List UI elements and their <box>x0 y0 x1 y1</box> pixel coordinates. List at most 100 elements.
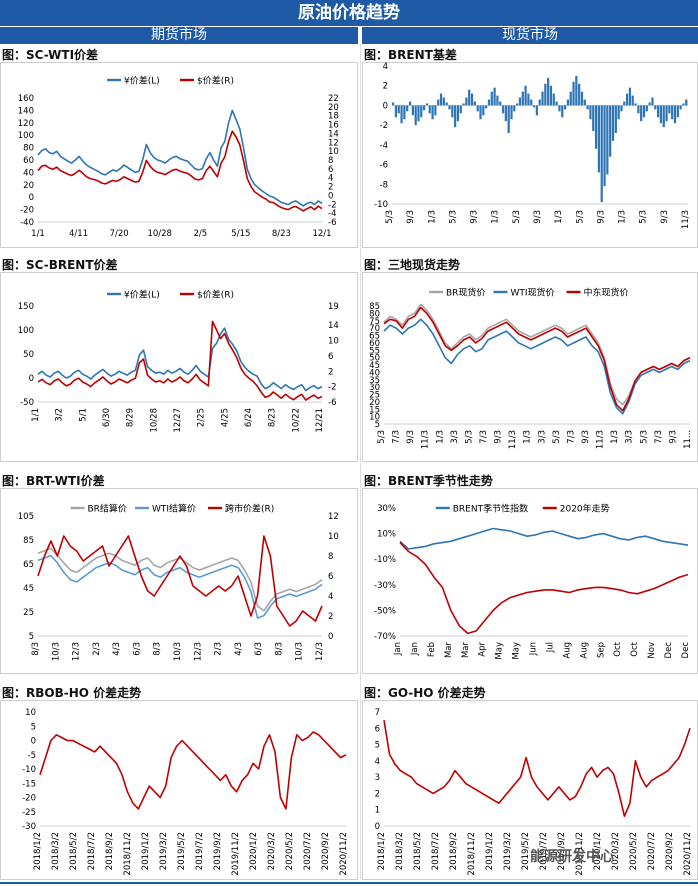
chart-panel-rbob-ho: 图：RBOB-HO 价差走势 -30 -25 -20 -15 -10 -5 0 5 10 2018/… <box>0 684 358 880</box>
x-tick-label: 6/3 <box>132 642 142 656</box>
y-tick-label: 55 <box>369 346 380 356</box>
bar <box>513 105 516 112</box>
x-tick-label: 9/3 <box>596 210 606 224</box>
y-tick-label: -70% <box>374 632 396 642</box>
y-tick-label: 15 <box>369 405 380 415</box>
y-tick-label: -2 <box>380 121 388 131</box>
y-tick-label: 6 <box>375 724 380 734</box>
x-tick-label: 3/3 <box>625 430 635 444</box>
chart-svg: 5 25 45 65 85 105 0 2 4 6 8 10 12 8/3 10/3 12/3 2/3 4/3 6/… <box>18 503 339 662</box>
bar <box>552 93 555 106</box>
bar <box>487 99 491 106</box>
y-tick-label: 75 <box>369 317 380 327</box>
bar <box>597 105 601 173</box>
y-tick-label: -50 <box>20 398 34 408</box>
x-tick-label: 2020/5/2 <box>285 832 295 870</box>
bar <box>535 105 538 116</box>
y-tick-label: 45 <box>23 584 34 594</box>
bar <box>628 87 632 106</box>
x-tick-label: 2019/5/2 <box>177 832 187 870</box>
x-tick-label: 5/3 <box>377 430 387 444</box>
chart-svg: -50 0 50 100 150 -6 -2 2 6 10 14 19 1/1 3/2 5/1 6/30 8/2… <box>18 289 339 433</box>
x-tick-label: 9/3 <box>494 430 504 444</box>
bar <box>645 105 648 112</box>
chart-svg: -30 -25 -20 -15 -10 -5 0 5 10 2018/1/2 2018/3/2 201… <box>22 708 349 876</box>
chart-svg: -70% -50% -30% -10% 10% 30% Jan Jan Feb Mar Mar Apr… <box>374 503 691 660</box>
x-tick-label: Feb <box>427 642 437 657</box>
y-tick-label: 25 <box>23 608 34 618</box>
y-right-tick-label: 10 <box>328 337 339 347</box>
bar <box>400 105 403 124</box>
bar <box>580 91 584 106</box>
x-tick-label: 5/3 <box>639 430 649 444</box>
y-right-tick-label: 8 <box>328 552 333 562</box>
legend-item: WTI现货价 <box>493 287 555 299</box>
x-tick-label: 11... <box>683 430 693 449</box>
legend-label: $价差(R) <box>197 75 234 87</box>
x-tick-label: 8/23 <box>272 229 291 239</box>
y-tick-label: 140 <box>18 106 34 116</box>
legend-label: WTI结算价 <box>152 503 196 515</box>
bar <box>451 105 454 118</box>
bar <box>417 105 420 122</box>
bar <box>623 101 626 106</box>
y-tick-label: 25 <box>369 391 380 401</box>
bar <box>482 105 485 116</box>
bar <box>456 105 460 122</box>
y-right-tick-label: 8 <box>328 156 333 166</box>
bar <box>611 105 615 141</box>
bar <box>586 105 589 110</box>
x-tick-label: 2020/11/2 <box>339 832 349 876</box>
y-tick-label: 40 <box>369 368 380 378</box>
x-tick-label: Aug <box>579 642 589 659</box>
y-tick-label: 10% <box>377 530 396 540</box>
y-tick-label: 10 <box>25 708 36 718</box>
x-tick-label: 2020/7/2 <box>303 832 313 870</box>
bar <box>428 105 431 114</box>
y-tick-label: -8 <box>380 180 388 190</box>
bar <box>465 97 468 106</box>
chart-panel-three-spot: 图：三地现货走势 5 10 15 20 25 30 35 40 45 50 55 60 65 70 75 80 8… <box>362 256 698 462</box>
x-tick-label: 11/3 <box>421 430 431 449</box>
bar <box>518 97 522 106</box>
bar <box>662 105 665 128</box>
legend-item: BRENT季节性指数 <box>435 503 528 515</box>
x-tick-label: 5/3 <box>448 210 458 224</box>
x-tick-label: 1/3 <box>554 210 564 224</box>
legend-item: $价差(R) <box>180 289 234 301</box>
x-tick-label: Sep <box>596 642 606 658</box>
x-tick-label: 12/1 <box>312 229 331 239</box>
x-tick-label: 9/3 <box>470 210 480 224</box>
y-right-tick-label: 0 <box>328 632 333 642</box>
bar <box>532 105 536 108</box>
y-tick-label: -6 <box>380 161 388 171</box>
bar <box>524 85 527 106</box>
bar <box>439 93 443 106</box>
x-tick-label: 2020/1/2 <box>593 832 603 870</box>
y-right-tick-label: 12 <box>328 512 339 522</box>
x-tick-label: 5/3 <box>575 210 585 224</box>
bar <box>685 99 688 106</box>
x-tick-label: 2020/3/2 <box>611 832 621 870</box>
bar <box>671 105 674 120</box>
y-tick-label: 30 <box>369 383 380 393</box>
y-right-tick-label: 2 <box>328 612 333 622</box>
x-tick-label: 2019/3/2 <box>503 832 513 870</box>
legend-label: BR结算价 <box>88 503 127 515</box>
bar <box>499 101 502 106</box>
y-tick-label: 5 <box>375 741 380 751</box>
x-tick-label: 2019/1/2 <box>141 832 151 870</box>
x-tick-label: 9/3 <box>533 210 543 224</box>
bar <box>668 105 671 114</box>
bar <box>575 75 578 106</box>
legend-item: BR结算价 <box>70 503 127 515</box>
x-tick-label: 1/1 <box>31 408 41 422</box>
series-line <box>37 327 323 392</box>
y-tick-label: 45 <box>369 361 380 371</box>
x-tick-label: 2/3 <box>214 642 224 656</box>
x-tick-label: 11/3 <box>681 210 691 229</box>
y-tick-label: 160 <box>18 94 34 104</box>
y-tick-label: -10 <box>374 200 388 210</box>
x-tick-label: 10/3 <box>295 642 305 661</box>
bar <box>614 105 617 134</box>
